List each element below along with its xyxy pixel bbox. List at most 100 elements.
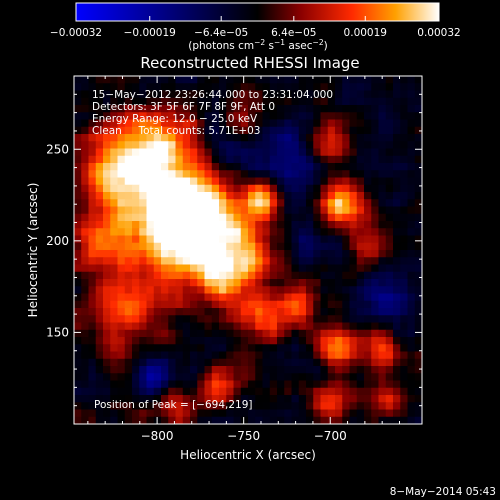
heatmap-pixel	[393, 402, 401, 410]
heatmap-pixel	[327, 409, 336, 418]
heatmap-pixel	[168, 97, 176, 106]
heatmap-pixel	[306, 409, 314, 418]
heatmap-pixel	[313, 213, 321, 222]
heatmap-pixel	[81, 126, 89, 135]
heatmap-pixel	[393, 351, 401, 360]
heatmap-pixel	[298, 380, 307, 389]
heatmap-pixel	[277, 308, 285, 316]
heatmap-pixel	[197, 373, 205, 381]
heatmap-pixel	[327, 250, 336, 258]
heatmap-pixel	[255, 155, 263, 164]
heatmap-pixel	[306, 402, 314, 410]
heatmap-pixel	[139, 271, 147, 280]
heatmap-pixel	[74, 373, 82, 381]
heatmap-pixel	[255, 213, 263, 222]
heatmap-pixel	[298, 395, 307, 403]
heatmap-pixel	[313, 329, 321, 338]
heatmap-pixel	[313, 337, 321, 345]
heatmap-pixel	[197, 402, 205, 410]
heatmap-pixel	[400, 155, 408, 164]
heatmap-pixel	[211, 387, 220, 396]
heatmap-pixel	[161, 366, 169, 374]
heatmap-pixel	[320, 105, 329, 113]
heatmap-pixel	[74, 308, 82, 316]
heatmap-pixel	[190, 395, 198, 403]
heatmap-pixel	[284, 112, 292, 120]
heatmap-pixel	[74, 126, 82, 135]
heatmap-pixel	[240, 206, 249, 215]
heatmap-pixel	[291, 329, 300, 338]
heatmap-pixel	[81, 184, 89, 193]
heatmap-pixel	[378, 213, 387, 222]
heatmap-pixel	[190, 90, 198, 99]
heatmap-pixel	[356, 134, 365, 142]
colorbar: −0.00032 −0.00019 −6.4e−05 6.4e−05 0.00019 0.…	[50, 2, 461, 52]
heatmap-pixel	[248, 402, 256, 410]
heatmap-pixel	[269, 293, 278, 302]
heatmap-pixel	[219, 329, 227, 338]
heatmap-pixel	[335, 293, 343, 302]
heatmap-pixel	[211, 126, 220, 135]
heatmap-pixel	[342, 134, 350, 142]
heatmap-pixel	[371, 155, 379, 164]
heatmap-pixel	[255, 112, 263, 120]
heatmap-pixel	[161, 286, 169, 294]
heatmap-pixel	[168, 184, 176, 193]
heatmap-pixel	[248, 250, 256, 258]
heatmap-pixel	[175, 322, 184, 331]
heatmap-pixel	[356, 293, 365, 302]
heatmap-pixel	[327, 358, 336, 367]
heatmap-pixel	[153, 199, 162, 207]
heatmap-pixel	[197, 351, 205, 360]
heatmap-pixel	[88, 76, 97, 84]
heatmap-pixel	[124, 221, 133, 229]
heatmap-pixel	[291, 351, 300, 360]
heatmap-pixel	[277, 134, 285, 142]
heatmap-pixel	[240, 286, 249, 294]
heatmap-pixel	[153, 366, 162, 374]
heatmap-pixel	[204, 148, 213, 157]
heatmap-pixel	[175, 221, 184, 229]
heatmap-pixel	[349, 279, 358, 287]
heatmap-pixel	[81, 416, 89, 425]
heatmap-pixel	[349, 264, 358, 273]
heatmap-pixel	[385, 351, 394, 360]
heatmap-pixel	[240, 337, 249, 345]
heatmap-pixel	[378, 76, 387, 84]
heatmap-pixel	[371, 264, 379, 273]
heatmap-pixel	[364, 90, 372, 99]
heatmap-pixel	[204, 300, 213, 309]
heatmap-pixel	[204, 141, 213, 149]
heatmap-pixel	[240, 271, 249, 280]
heatmap-pixel	[327, 221, 336, 229]
heatmap-pixel	[378, 155, 387, 164]
heatmap-pixel	[277, 170, 285, 178]
heatmap-pixel	[88, 155, 97, 164]
heatmap-pixel	[168, 199, 176, 207]
heatmap-pixel	[146, 395, 155, 403]
heatmap-pixel	[349, 83, 358, 91]
heatmap-pixel	[306, 380, 314, 389]
heatmap-pixel	[298, 134, 307, 142]
heatmap-pixel	[233, 83, 242, 91]
heatmap-pixel	[161, 250, 169, 258]
heatmap-pixel	[378, 308, 387, 316]
heatmap-pixel	[255, 250, 263, 258]
heatmap-pixel	[74, 322, 82, 331]
heatmap-pixel	[88, 300, 97, 309]
heatmap-pixel	[320, 416, 329, 425]
heatmap-pixel	[371, 97, 379, 106]
heatmap-pixel	[132, 344, 140, 352]
heatmap-pixel	[211, 271, 220, 280]
heatmap-pixel	[233, 242, 242, 251]
heatmap-pixel	[175, 402, 184, 410]
heatmap-pixel	[298, 126, 307, 135]
heatmap-pixel	[364, 141, 372, 149]
heatmap-pixel	[385, 235, 394, 244]
heatmap-pixel	[81, 387, 89, 396]
heatmap-pixel	[371, 141, 379, 149]
heatmap-pixel	[371, 300, 379, 309]
heatmap-pixel	[313, 416, 321, 425]
heatmap-pixel	[240, 235, 249, 244]
heatmap-pixel	[349, 155, 358, 164]
